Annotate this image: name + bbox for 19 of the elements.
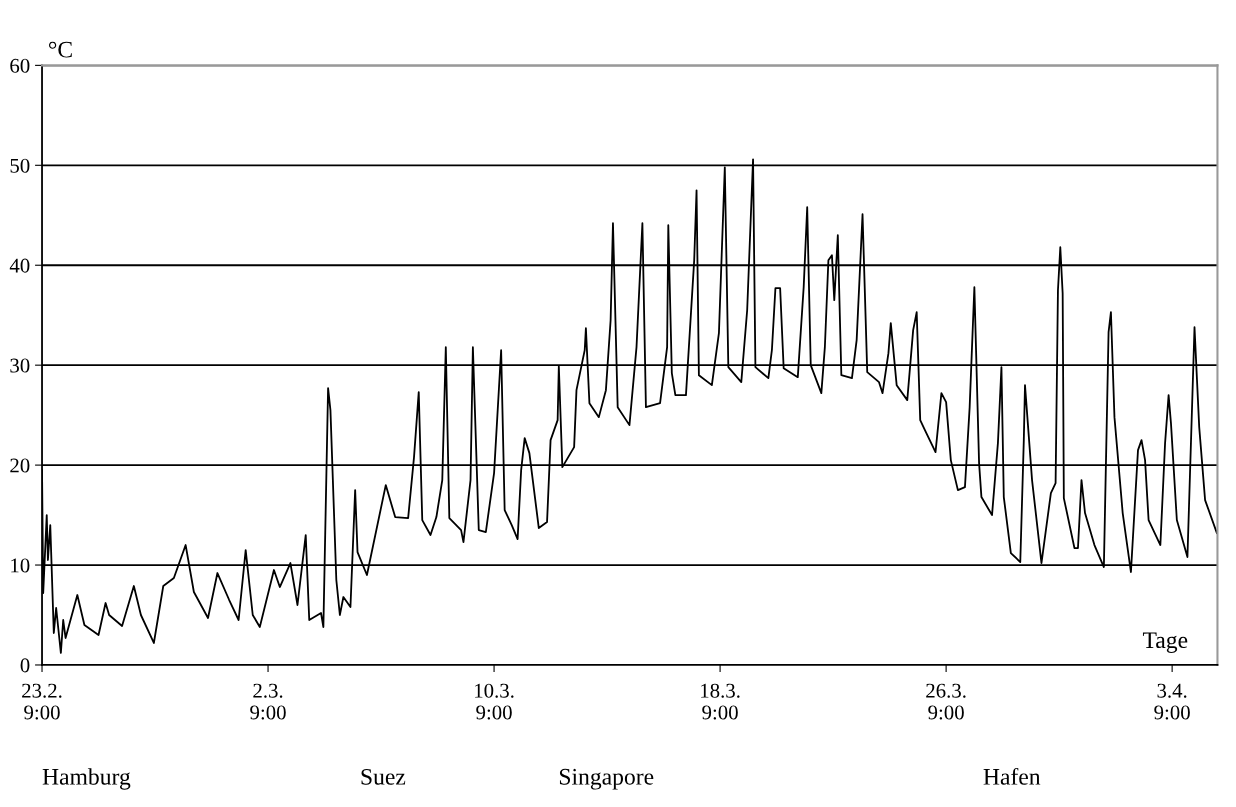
x-tick-label: 26.3. 9:00 xyxy=(926,683,966,720)
y-tick-label: 10 xyxy=(11,558,30,573)
x-axis-title: Tage xyxy=(1142,632,1188,653)
x-tick-label: 10.3. 9:00 xyxy=(475,683,514,720)
text: Hamburg xyxy=(42,768,131,790)
text: Singapore xyxy=(559,768,654,790)
y-tick-label: 20 xyxy=(10,458,30,473)
y-tick-label: 50 xyxy=(10,158,30,173)
text: Suez xyxy=(361,768,406,785)
x-tick-label: 3.4. 9:00 xyxy=(1154,683,1190,720)
x-tick-label: 2.3. 9:00 xyxy=(250,683,286,720)
y-tick-label: 40 xyxy=(9,258,30,273)
y-tick-label: 0 xyxy=(20,658,30,673)
x-tick-label: 23.2. 9:00 xyxy=(22,683,62,720)
text: Hafen xyxy=(983,767,1041,785)
y-axis-title: °C xyxy=(49,41,72,58)
x-tick-label: 18.3. 9:00 xyxy=(701,683,740,720)
y-tick-label: 60 xyxy=(10,58,30,73)
y-tick-label: 30 xyxy=(10,358,30,373)
